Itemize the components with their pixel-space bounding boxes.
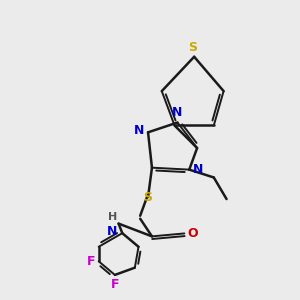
Text: N: N [134,124,145,137]
Text: S: S [143,190,152,204]
Text: F: F [87,255,95,268]
Text: H: H [108,212,117,222]
Text: N: N [172,106,183,119]
Text: O: O [187,227,198,240]
Text: S: S [188,41,197,54]
Text: N: N [107,225,117,238]
Text: F: F [111,278,119,291]
Text: N: N [193,163,203,176]
